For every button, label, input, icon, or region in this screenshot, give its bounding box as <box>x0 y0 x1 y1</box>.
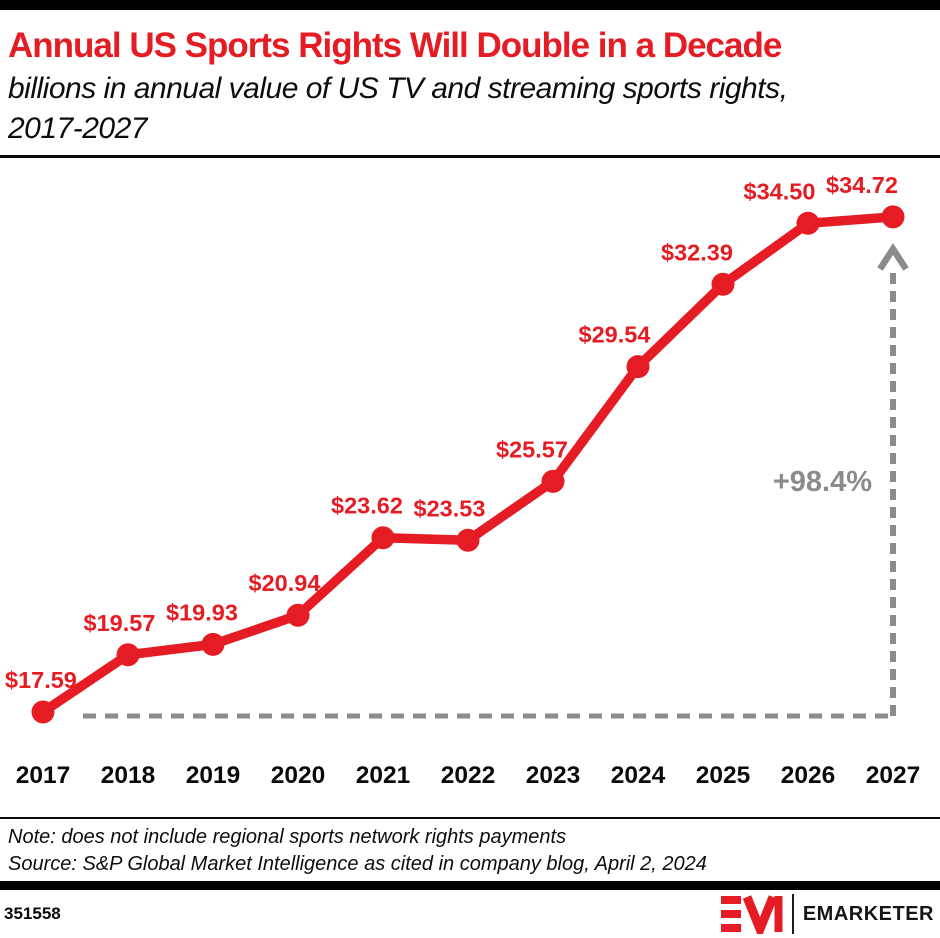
value-label-2023: $25.57 <box>496 436 568 462</box>
x-axis-label-2017: 2017 <box>16 762 71 789</box>
data-point-2022 <box>456 528 480 552</box>
data-point-2018 <box>116 643 140 667</box>
x-axis-label-2018: 2018 <box>101 762 156 789</box>
growth-annotation: +98.4% <box>773 466 872 498</box>
chart-title: Annual US Sports Rights Will Double in a… <box>8 26 782 65</box>
chart-area: +98.4% $17.59 2017 $19.57 2018 $19.93 2019 $20.… <box>0 158 940 817</box>
value-label-2024: $29.54 <box>579 322 651 348</box>
series-line <box>38 212 898 717</box>
top-black-bar <box>0 0 940 10</box>
logo-wordmark: EMARKETER <box>802 902 934 925</box>
logo-divider <box>791 894 794 934</box>
note-line: Note: does not include regional sports n… <box>8 826 567 848</box>
x-axis-label-2025: 2025 <box>696 762 751 789</box>
value-label-2021: $23.62 <box>331 493 403 519</box>
data-point-2024 <box>626 355 650 379</box>
data-point-2023 <box>541 469 565 493</box>
footer-black-bar <box>0 881 940 890</box>
data-point-2019 <box>201 632 225 656</box>
x-axis-label-2023: 2023 <box>526 762 581 789</box>
data-point-2017 <box>31 700 55 724</box>
chart-number: 351558 <box>4 904 61 923</box>
source-line: Source: S&P Global Market Intelligence a… <box>8 853 707 875</box>
value-label-2027: $34.72 <box>826 172 898 198</box>
value-label-2020: $20.94 <box>249 570 321 596</box>
value-label-2025: $32.39 <box>661 239 733 265</box>
value-label-2019: $19.93 <box>166 599 238 625</box>
footer: 351558 EMARKETER <box>0 890 940 938</box>
chart-subtitle: billions in annual value of US TV and st… <box>8 72 788 145</box>
footnotes: Note: does not include regional sports n… <box>0 819 940 881</box>
value-label-2018: $19.57 <box>84 610 156 636</box>
data-point-2020 <box>286 603 310 627</box>
footnote-divider <box>0 817 940 819</box>
emarketer-logo: EMARKETER <box>720 894 934 934</box>
x-axis-label-2027: 2027 <box>866 762 921 789</box>
x-axis-label-2024: 2024 <box>611 762 666 789</box>
value-label-2017: $17.59 <box>5 667 77 693</box>
emarketer-monogram-icon <box>720 895 783 934</box>
x-axis-label-2021: 2021 <box>356 762 411 789</box>
value-label-2022: $23.53 <box>414 495 486 521</box>
value-label-2026: $34.50 <box>744 178 816 204</box>
data-point-2025 <box>711 272 735 296</box>
sports-rights-line-chart: +98.4% $17.59 2017 $19.57 2018 $19.93 2019 $20.… <box>5 172 921 789</box>
chart-header: Annual US Sports Rights Will Double in a… <box>0 10 940 158</box>
data-point-2027 <box>881 205 905 229</box>
growth-arrow-head-icon <box>877 243 909 271</box>
data-point-2021 <box>371 526 395 550</box>
x-axis-label-2020: 2020 <box>271 762 326 789</box>
x-axis-label-2026: 2026 <box>781 762 836 789</box>
data-point-2026 <box>796 211 820 235</box>
x-axis-label-2019: 2019 <box>186 762 241 789</box>
x-axis-label-2022: 2022 <box>441 762 496 789</box>
